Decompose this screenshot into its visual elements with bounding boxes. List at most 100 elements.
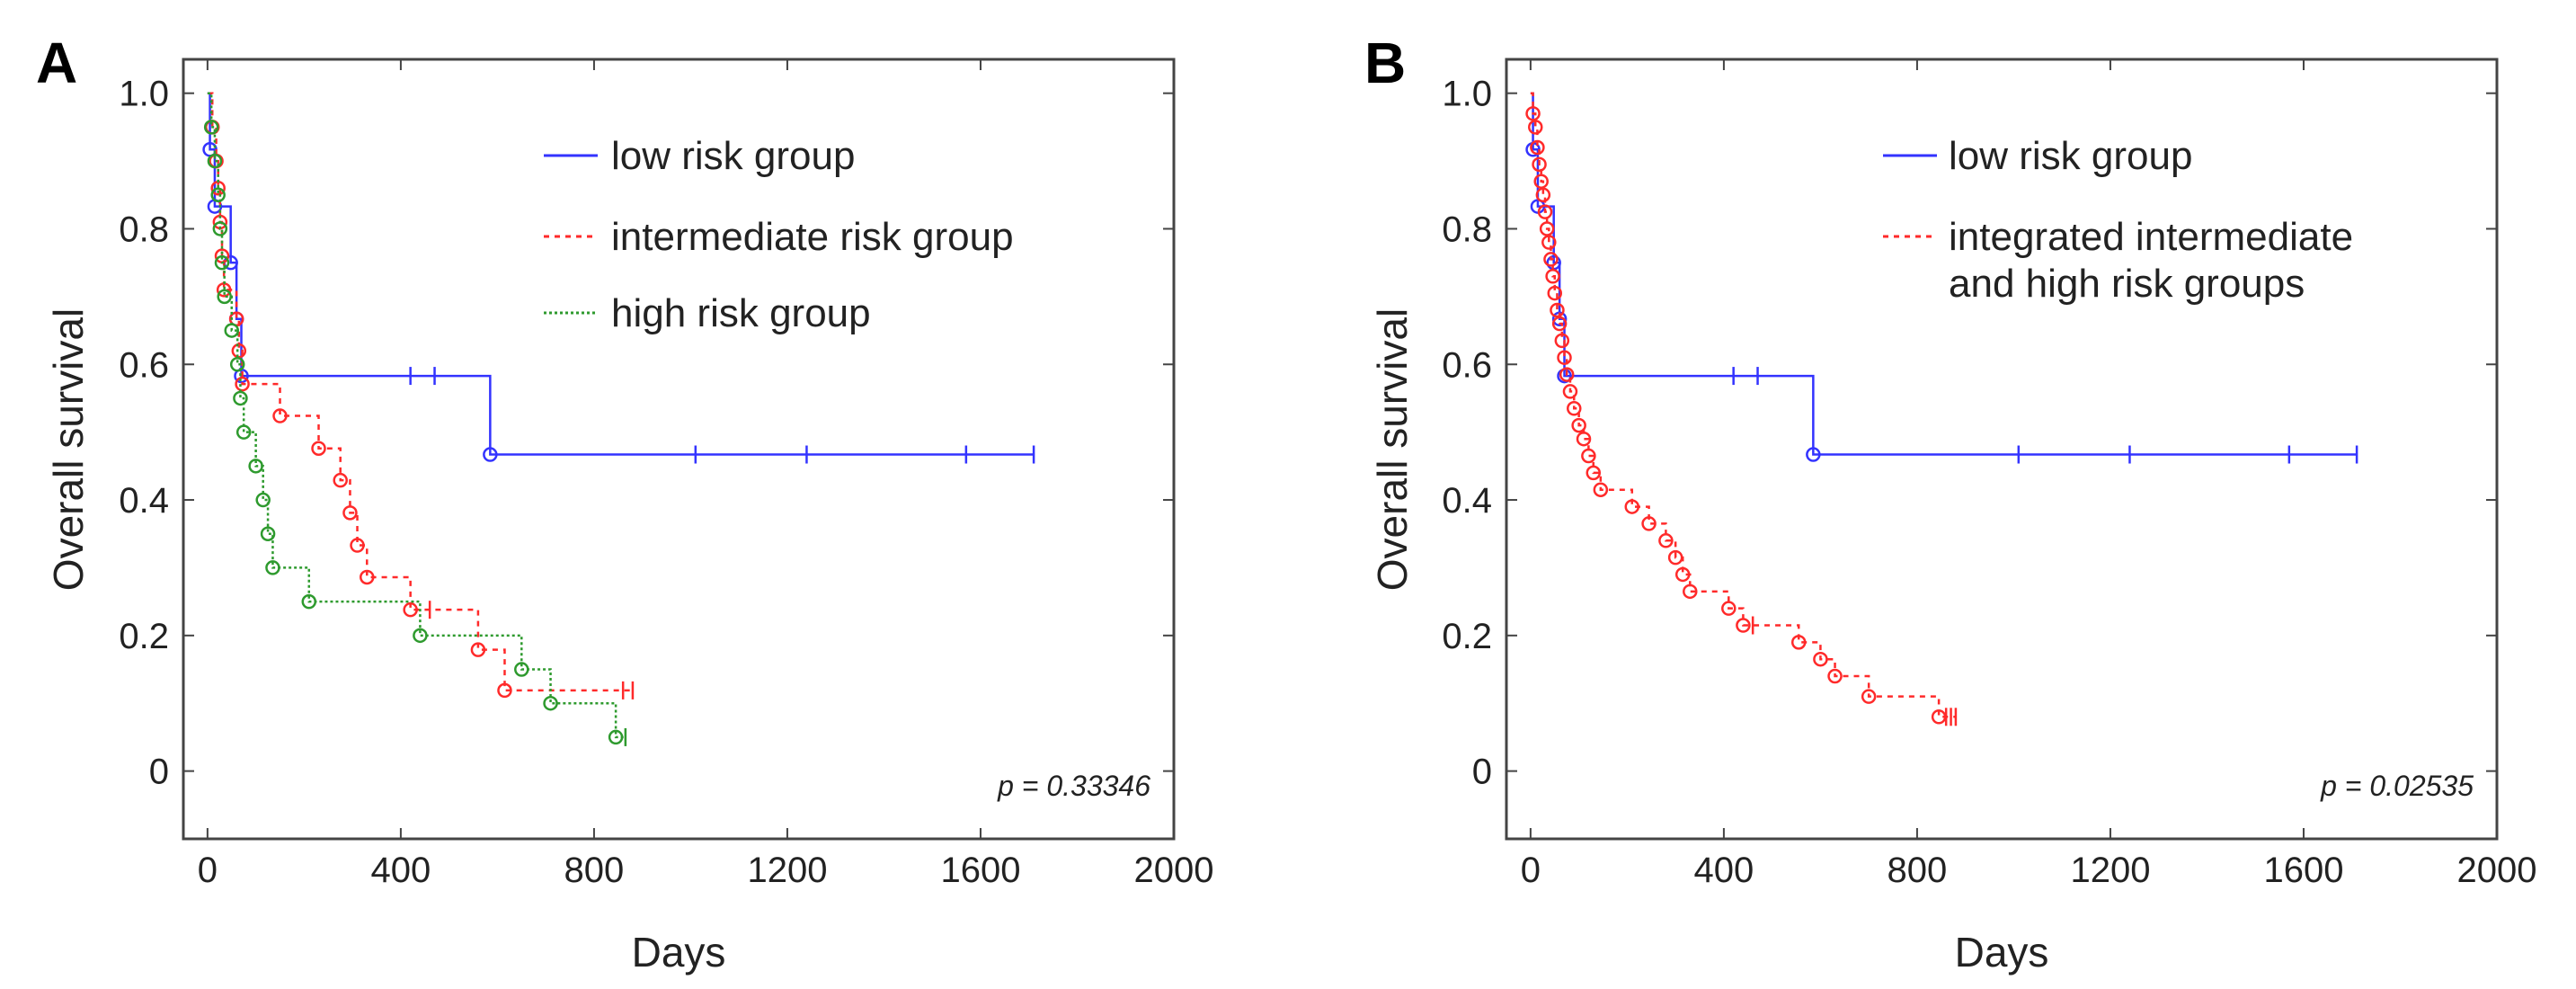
y-tick-label: 0 [149,753,169,792]
event-marker-high-risk-group [255,492,271,508]
legend-integrated-intermediate-and-high-risk-groups: integrated intermediate and high risk gro… [1949,215,2353,306]
x-tick-label: 0 [198,851,218,890]
y-tick-label: 0.6 [119,345,169,385]
x-tick-label: 2000 [2457,851,2537,890]
event-marker-integrated-intermediate-and-high-risk-groups [1562,384,1578,399]
event-marker-intermediate-risk-group [311,441,326,456]
event-marker-integrated-intermediate-and-high-risk-groups [1532,156,1547,173]
panel-a-p-value: p = 0.33346 [997,770,1150,802]
event-marker-integrated-intermediate-and-high-risk-groups [1674,566,1691,583]
panel-a-axes: 0 400 800 1200 1600 2000 0 0.2 0.4 0.6 0.8 1.0 [119,59,1213,890]
event-marker-intermediate-risk-group [470,642,486,657]
x-tick-label: 1600 [940,851,1020,890]
y-tick-label: 1.0 [119,75,169,114]
event-marker-intermediate-risk-group [497,682,512,699]
panel-a-y-axis-label: Overall survival [45,308,92,591]
x-tick-label: 800 [1888,851,1948,890]
y-tick-label: 0.8 [1442,209,1492,249]
event-marker-integrated-intermediate-and-high-risk-groups [1533,174,1549,189]
y-tick-label: 0.8 [119,209,169,249]
event-marker-high-risk-group [214,254,230,271]
event-marker-integrated-intermediate-and-high-risk-groups [1658,533,1674,548]
x-tick-label: 1200 [747,851,827,890]
y-tick-label: 0.4 [119,481,169,521]
panel-a-x-axis-label: Days [632,929,726,976]
event-marker-low-risk-group [1806,447,1821,462]
x-tick-label: 400 [1694,851,1754,890]
event-marker-intermediate-risk-group [342,505,358,521]
panel-b-data [1525,92,2358,726]
event-marker-high-risk-group [543,695,558,711]
event-marker-high-risk-group [413,628,428,644]
event-marker-high-risk-group [233,390,248,406]
survival-curve-integrated-intermediate-and-high-risk-groups [1530,92,1956,718]
event-marker-integrated-intermediate-and-high-risk-groups [1567,401,1582,416]
survival-curve-low-risk-group [207,92,1035,456]
panel-b-p-value: p = 0.02535 [2320,770,2474,802]
event-marker-high-risk-group [210,187,226,203]
y-tick-label: 0.6 [1442,345,1492,385]
event-marker-high-risk-group [207,153,223,169]
event-marker-intermediate-risk-group [235,376,250,392]
legend-label-line: integrated intermediate [1949,215,2353,259]
event-marker-intermediate-risk-group [403,601,418,618]
event-marker-high-risk-group [235,424,252,440]
event-marker-high-risk-group [212,221,228,236]
event-marker-intermediate-risk-group [272,408,288,423]
event-marker-high-risk-group [514,662,529,677]
survival-curve-intermediate-risk-group [207,92,633,692]
legend-low-risk-group: low risk group [1949,134,2192,178]
event-marker-integrated-intermediate-and-high-risk-groups [1721,601,1737,616]
event-marker-integrated-intermediate-and-high-risk-groups [1624,499,1640,514]
panel-b: B 0 400 800 1200 1600 2000 0 0.2 0.4 0.6 0.8 1.0 lo… [1364,31,2536,976]
event-marker-integrated-intermediate-and-high-risk-groups [1827,668,1843,684]
y-tick-label: 1.0 [1442,75,1492,114]
event-marker-integrated-intermediate-and-high-risk-groups [1551,316,1568,332]
panel-a-legend: low risk group intermediate risk group h… [544,134,1014,335]
event-marker-high-risk-group [248,459,263,474]
y-tick-label: 0.4 [1442,481,1492,521]
x-tick-label: 400 [371,851,431,890]
event-marker-high-risk-group [608,729,624,745]
event-marker-high-risk-group [203,120,219,135]
panel-b-legend: low risk group integrated intermediate an… [1883,134,2353,306]
event-marker-integrated-intermediate-and-high-risk-groups [1593,482,1609,497]
legend-label-line: and high risk groups [1949,262,2305,306]
event-marker-integrated-intermediate-and-high-risk-groups [1537,204,1553,219]
event-marker-integrated-intermediate-and-high-risk-groups [1535,187,1551,203]
panel-b-x-axis-label: Days [1955,929,2049,976]
event-marker-integrated-intermediate-and-high-risk-groups [1547,285,1563,301]
event-marker-integrated-intermediate-and-high-risk-groups [1559,367,1575,382]
event-marker-low-risk-group [483,447,498,462]
panel-b-axes: 0 400 800 1200 1600 2000 0 0.2 0.4 0.6 0.8 1.0 [1442,59,2536,890]
x-tick-label: 0 [1521,851,1541,890]
event-marker-intermediate-risk-group [360,569,375,585]
event-marker-high-risk-group [301,593,317,610]
event-marker-integrated-intermediate-and-high-risk-groups [1554,333,1570,349]
x-tick-label: 1200 [2070,851,2150,890]
panel-b-label: B [1364,31,1406,95]
legend-intermediate-risk-group: intermediate risk group [611,215,1014,259]
event-marker-integrated-intermediate-and-high-risk-groups [1581,448,1596,464]
panel-a-data [202,92,1035,746]
event-marker-integrated-intermediate-and-high-risk-groups [1539,221,1555,236]
x-tick-label: 800 [564,851,625,890]
event-marker-high-risk-group [260,526,276,541]
survival-curve-high-risk-group [207,92,626,739]
y-tick-label: 0 [1472,753,1492,792]
event-marker-integrated-intermediate-and-high-risk-groups [1586,465,1602,481]
event-marker-integrated-intermediate-and-high-risk-groups [1667,549,1683,566]
panel-a: A 0 400 800 1200 1600 2000 0 0.2 0.4 0.6 0.8 1.0 lo… [36,31,1213,976]
event-marker-high-risk-group [229,357,245,372]
x-tick-label: 2000 [1134,851,1214,890]
y-tick-label: 0.2 [1442,617,1492,656]
event-marker-integrated-intermediate-and-high-risk-groups [1813,651,1828,667]
x-tick-label: 1600 [2263,851,2343,890]
event-marker-integrated-intermediate-and-high-risk-groups [1550,302,1565,318]
event-marker-integrated-intermediate-and-high-risk-groups [1683,584,1698,600]
legend-low-risk-group: low risk group [611,134,855,178]
panel-b-plot-frame [1505,58,2499,841]
event-marker-integrated-intermediate-and-high-risk-groups [1641,516,1657,531]
event-marker-intermediate-risk-group [350,538,365,553]
